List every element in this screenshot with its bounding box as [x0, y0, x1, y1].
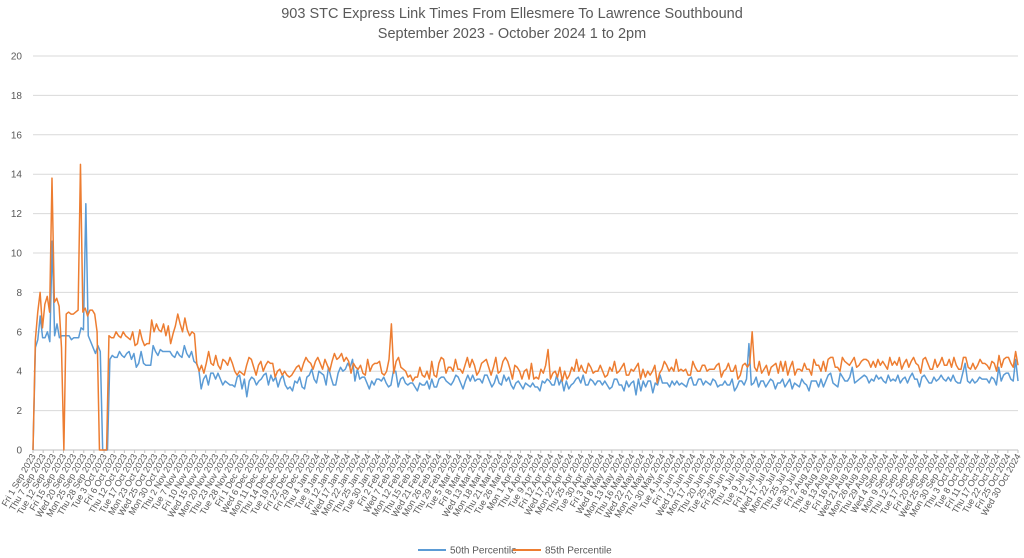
y-axis-ticks: 0 2 4 6 8 10 12 14 16 18 20 [11, 52, 23, 457]
y-tick-label: 12 [11, 209, 23, 220]
y-tick-label: 20 [11, 52, 23, 63]
legend: 50th Percentile 85th Percentile [418, 546, 612, 557]
y-tick-label: 2 [16, 406, 22, 417]
gridlines [33, 55, 1018, 451]
chart-subtitle: September 2023 - October 2024 1 to 2pm [377, 26, 647, 42]
legend-label: 50th Percentile [450, 546, 517, 557]
series-line-85th [32, 163, 1019, 451]
y-tick-label: 0 [16, 446, 22, 457]
legend-label: 85th Percentile [545, 546, 612, 557]
y-tick-label: 8 [16, 288, 22, 299]
y-tick-label: 18 [11, 91, 23, 102]
y-tick-label: 14 [11, 170, 23, 181]
y-tick-label: 10 [11, 249, 23, 260]
chart-title-block: 903 STC Express Link Times From Ellesmer… [0, 4, 1024, 44]
series-lines [32, 163, 1019, 451]
chart-title: 903 STC Express Link Times From Ellesmer… [281, 6, 743, 22]
y-tick-label: 6 [16, 327, 22, 338]
y-tick-label: 16 [11, 130, 23, 141]
y-tick-label: 4 [16, 367, 22, 378]
